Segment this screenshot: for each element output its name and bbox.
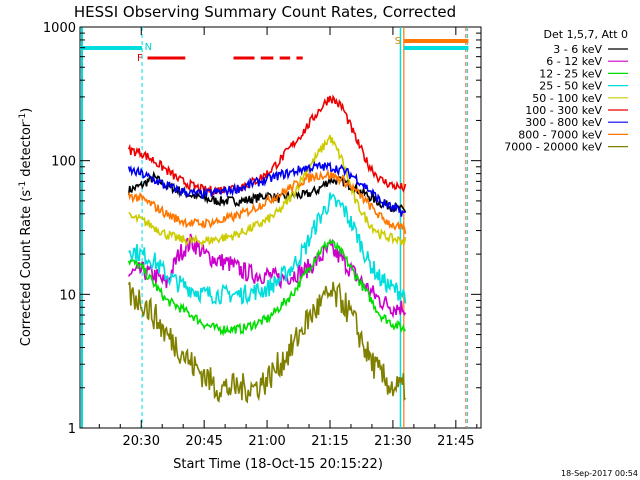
series-line-6: [127, 94, 407, 196]
y-tick-label: 1: [68, 422, 76, 437]
annotation-night: N: [145, 42, 152, 53]
legend-label: 25 - 50 keV: [539, 80, 602, 93]
x-axis-label: Start Time (18-Oct-15 20:15:22): [173, 457, 383, 472]
series-line-5: [128, 134, 407, 249]
x-tick-label: 21:30: [374, 434, 411, 449]
x-tick-label: 21:45: [437, 434, 474, 449]
annotation-saa: S: [395, 36, 401, 47]
annotation-flare: F: [137, 53, 143, 64]
axis-layer: 20:30 20:45 21:00 21:15 21:30 21:45 1 10 100 1000: [43, 21, 481, 449]
legend-label: 6 - 12 keV: [546, 55, 602, 68]
legend-label: 50 - 100 keV: [532, 92, 602, 105]
legend-label: 100 - 300 keV: [525, 104, 602, 117]
y-axis-label: Corrected Count Rate (s-1 detector-1): [18, 108, 34, 346]
series-line-3: [127, 238, 407, 337]
series-line-4: [128, 192, 407, 306]
y-tick-label: 10: [59, 288, 76, 303]
legend-label: 7000 - 20000 keV: [504, 141, 602, 154]
x-tick-label: 20:30: [123, 434, 160, 449]
x-tick-label: 21:15: [311, 434, 348, 449]
series-line-8: [127, 168, 407, 234]
legend-label: 300 - 800 keV: [525, 116, 602, 129]
x-tick-label: 20:45: [185, 434, 222, 449]
plot-layer: NF S: [80, 27, 469, 428]
series-line-7: [127, 161, 406, 217]
legend-label: 12 - 25 keV: [539, 67, 602, 80]
y-tick-label: 100: [51, 155, 76, 170]
plot-frame: [79, 26, 482, 429]
y-tick-label: 1000: [43, 21, 76, 36]
series-line-9: [127, 281, 407, 404]
legend-title: Det 1,5,7, Att 0: [544, 28, 628, 41]
x-tick-label: 21:00: [248, 434, 285, 449]
timestamp: 18-Sep-2017 00:54: [561, 469, 638, 478]
legend-label: 800 - 7000 keV: [518, 128, 602, 141]
chart-title: HESSI Observing Summary Count Rates, Cor…: [74, 3, 456, 21]
legend-label: 3 - 6 keV: [553, 43, 602, 56]
